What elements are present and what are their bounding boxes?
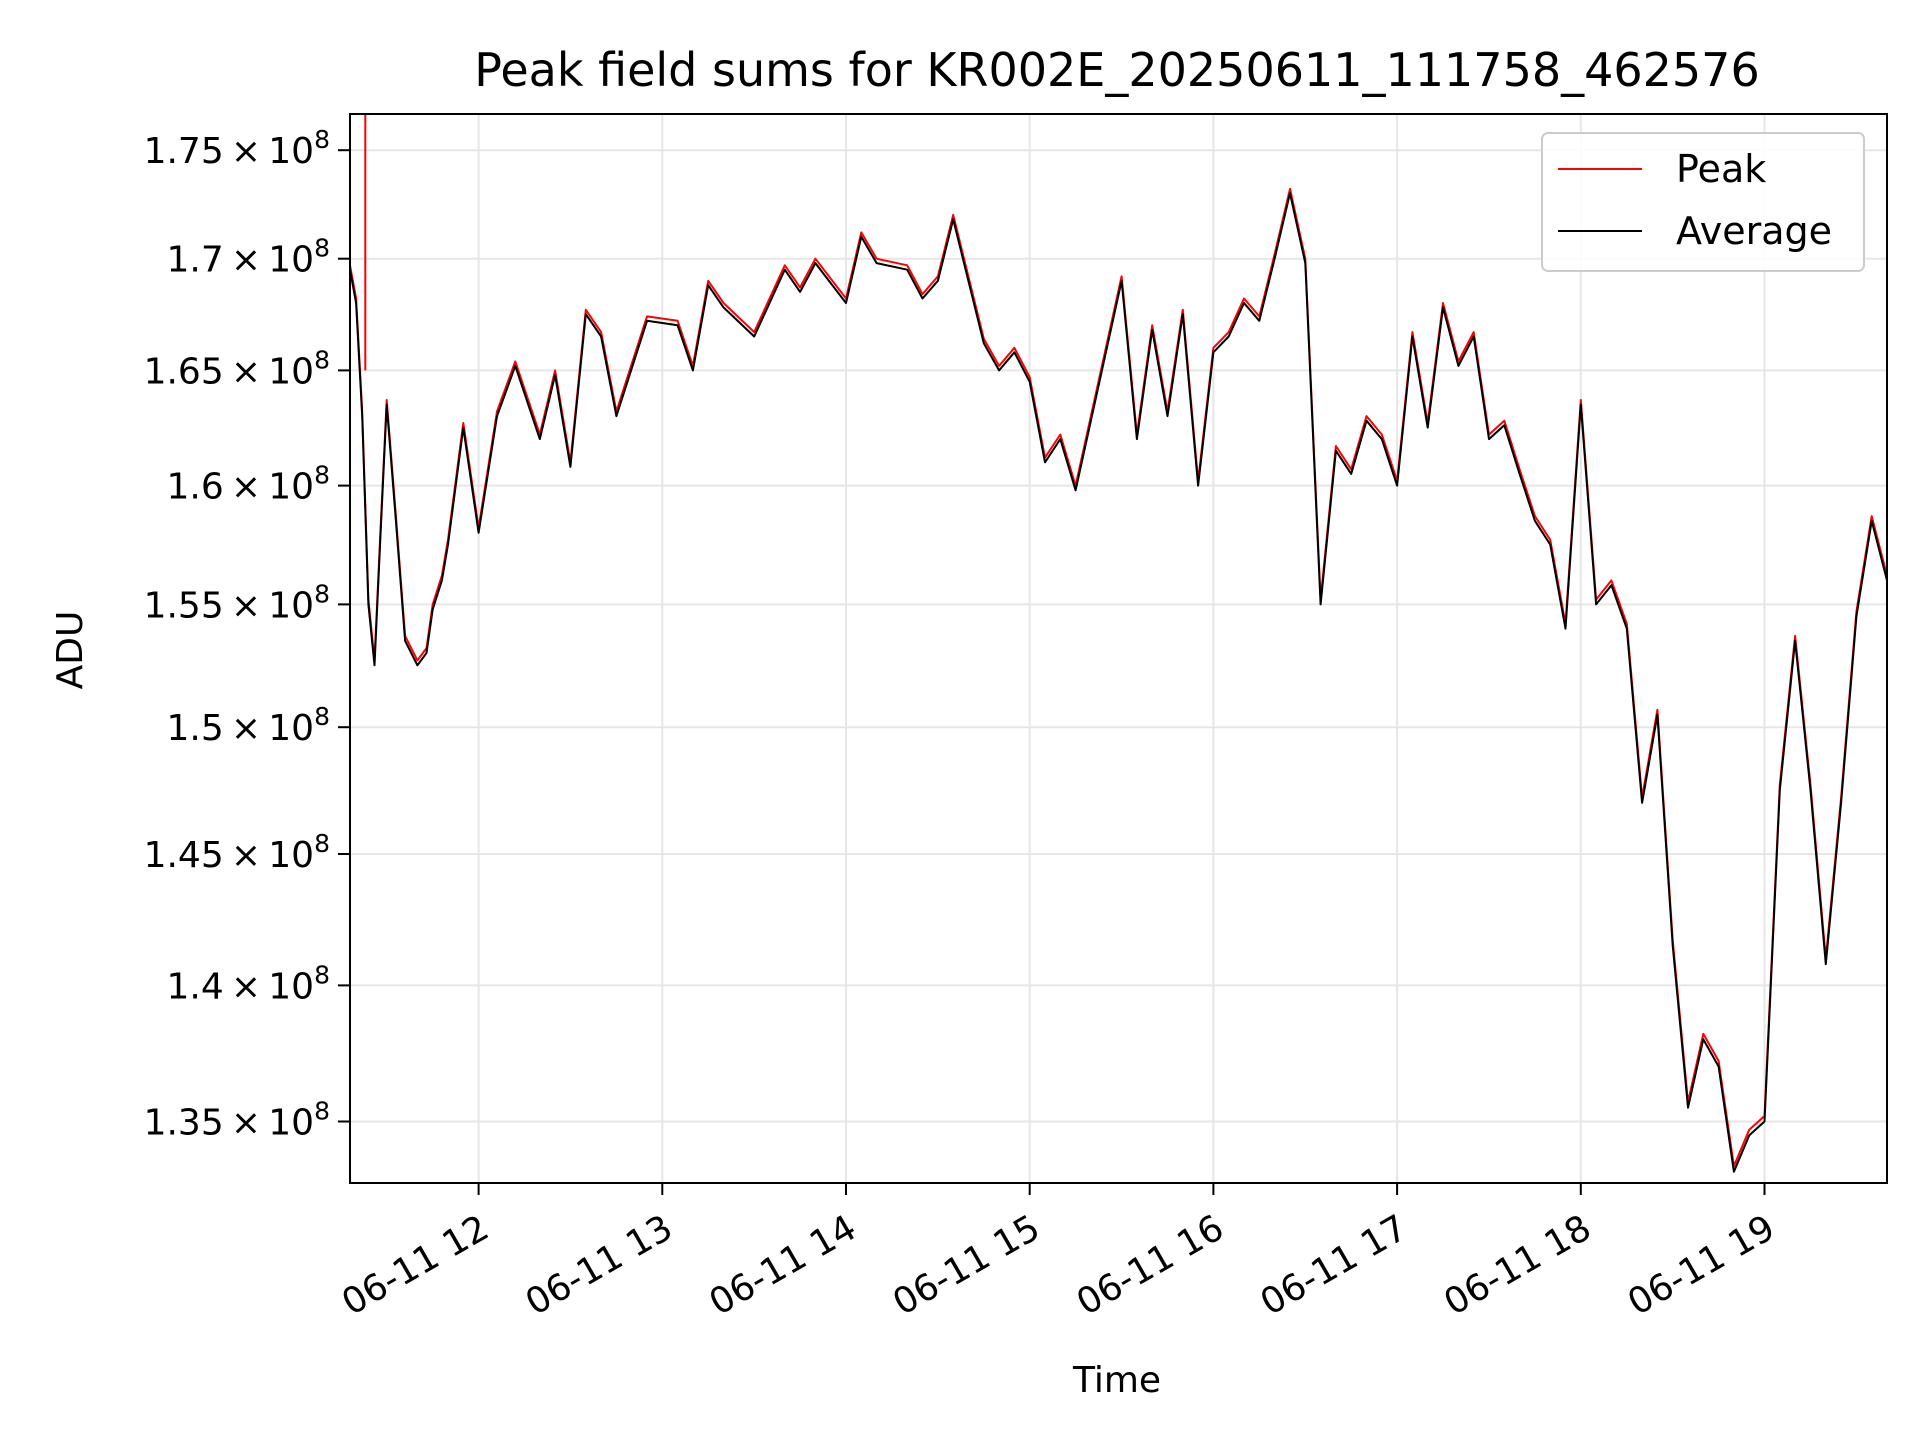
- y-tick-label: 1.45 × 108: [144, 829, 330, 876]
- y-tick-exponent: 8: [314, 960, 330, 989]
- y-tick-exponent: 8: [314, 234, 330, 263]
- y-tick-multiplier: × 10: [224, 467, 314, 508]
- y-tick-multiplier: × 10: [224, 351, 314, 392]
- y-tick-multiplier: × 10: [224, 240, 314, 281]
- y-axis-label: ADU: [50, 611, 91, 690]
- y-tick-mantissa: 1.7: [166, 240, 223, 281]
- x-axis-label: Time: [1072, 1360, 1161, 1401]
- y-tick-label: 1.7 × 108: [166, 234, 330, 281]
- y-tick-multiplier: × 10: [224, 966, 314, 1007]
- y-tick-label: 1.75 × 108: [144, 125, 330, 172]
- y-tick-mantissa: 1.45: [144, 835, 224, 876]
- y-tick-multiplier: × 10: [224, 131, 314, 172]
- x-tick-label: 06-11 13: [519, 1207, 680, 1323]
- x-tick-label: 06-11 19: [1621, 1207, 1782, 1323]
- y-tick-label: 1.55 × 108: [144, 579, 330, 626]
- y-tick-label: 1.35 × 108: [144, 1097, 330, 1144]
- y-tick-multiplier: × 10: [224, 1103, 314, 1144]
- axes-frame: [349, 113, 1888, 1184]
- y-tick-exponent: 8: [314, 345, 330, 374]
- series-layer: [350, 114, 1887, 1173]
- y-tick-exponent: 8: [314, 702, 330, 731]
- x-tick-label: 06-11 15: [886, 1207, 1047, 1323]
- y-tick-label: 1.4 × 108: [166, 960, 330, 1007]
- y-tick-multiplier: × 10: [224, 585, 314, 626]
- legend-box: [1541, 132, 1865, 272]
- y-tick-mantissa: 1.4: [166, 966, 223, 1007]
- x-tick-label: 06-11 18: [1437, 1207, 1598, 1323]
- y-tick-mantissa: 1.6: [166, 467, 223, 508]
- x-tick-label: 06-11 16: [1070, 1207, 1231, 1323]
- y-tick-label: 1.65 × 108: [144, 345, 330, 392]
- x-tick-label: 06-11 12: [335, 1207, 496, 1323]
- y-tick-multiplier: × 10: [224, 708, 314, 749]
- grid-layer: [350, 114, 1887, 1183]
- legend: Peak Average: [1541, 132, 1865, 272]
- chart-title: Peak field sums for KR002E_20250611_1117…: [474, 43, 1759, 97]
- y-tick-label: 1.6 × 108: [166, 461, 330, 508]
- y-tick-exponent: 8: [314, 579, 330, 608]
- x-tick-layer: 06-11 12 06-11 13 06-11 14 06-11 15 06-11 16…: [335, 1183, 1782, 1324]
- y-tick-mantissa: 1.75: [144, 131, 224, 172]
- y-tick-multiplier: × 10: [224, 835, 314, 876]
- y-tick-label: 1.5 × 108: [166, 702, 330, 749]
- x-tick-label: 06-11 17: [1254, 1207, 1415, 1323]
- y-tick-exponent: 8: [314, 461, 330, 490]
- legend-label-average: Average: [1676, 209, 1832, 253]
- y-tick-mantissa: 1.35: [144, 1103, 224, 1144]
- y-tick-exponent: 8: [314, 125, 330, 154]
- legend-label-peak: Peak: [1676, 147, 1766, 191]
- series-line-average: [350, 192, 1887, 1173]
- y-tick-exponent: 8: [314, 829, 330, 858]
- y-tick-mantissa: 1.5: [166, 708, 223, 749]
- y-tick-mantissa: 1.65: [144, 351, 224, 392]
- y-tick-mantissa: 1.55: [144, 585, 224, 626]
- series-line-peak: [350, 187, 1887, 1168]
- y-tick-exponent: 8: [314, 1097, 330, 1126]
- x-tick-label: 06-11 14: [703, 1207, 864, 1323]
